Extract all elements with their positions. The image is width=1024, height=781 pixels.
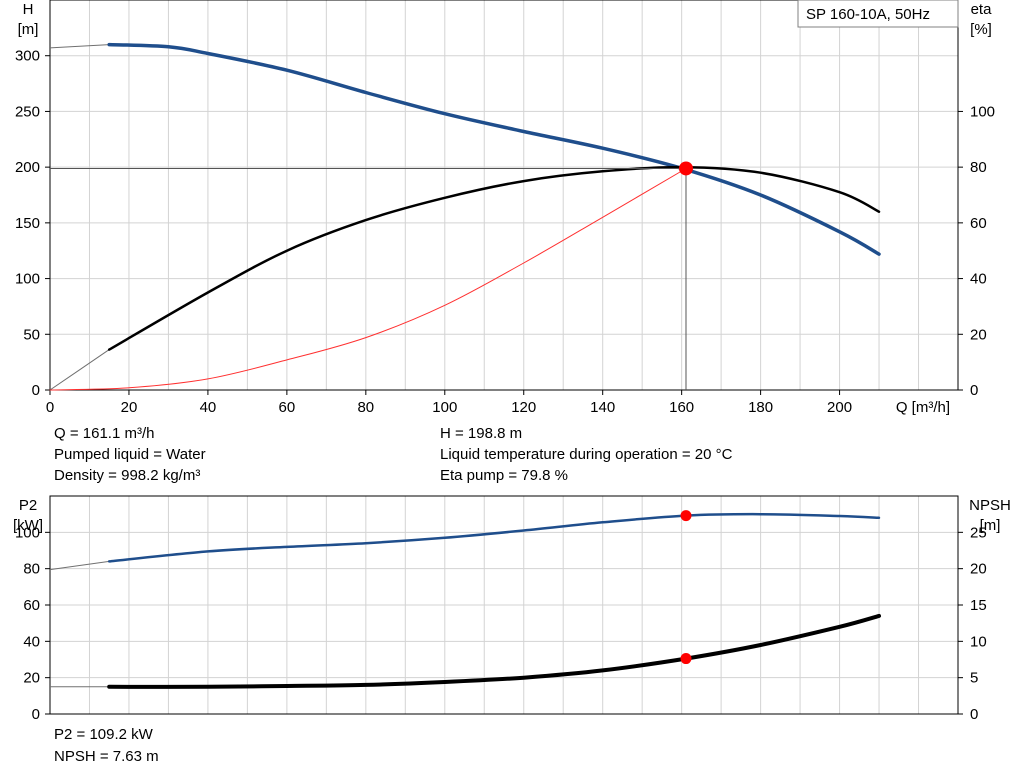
x-tick-label: 20	[121, 399, 138, 416]
y-tick-label-right: 20	[970, 561, 987, 578]
operating-info-block: Q = 161.1 m³/h Pumped liquid = Water Densi…	[54, 425, 733, 484]
info-line-bottom: P2 = 109.2 kW	[54, 726, 154, 743]
head-curve	[107, 42, 881, 256]
y-tick-label-left: 150	[15, 215, 40, 232]
y-tick-label-right: 20	[970, 326, 987, 343]
y-tick-label-left: 0	[32, 382, 40, 399]
x-tick-label: 60	[279, 399, 296, 416]
y-tick-label-left: 20	[23, 670, 40, 687]
info-line-right: H = 198.8 m	[440, 425, 522, 442]
head-efficiency-chart: 0 50 100 150 200 250 300 0 20 40 60 80 100 0 20 40 60 80 1…	[15, 0, 995, 416]
y-axis-unit-left: [m]	[18, 21, 39, 38]
power-curve-extension	[49, 560, 110, 571]
y-tick-label-left: 250	[15, 103, 40, 120]
y-tick-label-right: 40	[970, 271, 987, 288]
x-tick-label: 160	[669, 399, 694, 416]
y-axis-unit-right: [%]	[970, 21, 992, 38]
power-curve	[107, 512, 881, 563]
y-tick-label-left: 100	[15, 524, 40, 541]
efficiency-curve-extension	[49, 349, 110, 391]
head-curve-extension	[49, 44, 110, 49]
y-tick-label-left: 50	[23, 326, 40, 343]
y-tick-label-right: 10	[970, 633, 987, 650]
y-tick-label-right: 80	[970, 159, 987, 176]
legend-box-label: SP 160-10A, 50Hz	[806, 6, 930, 23]
y-tick-label-left: 200	[15, 159, 40, 176]
info-line-left: Density = 998.2 kg/m³	[54, 467, 200, 484]
y-axis-unit-right-2: [m]	[980, 517, 1001, 534]
y-tick-label-left: 80	[23, 561, 40, 578]
y-tick-label-right: 0	[970, 706, 978, 723]
x-tick-label: 80	[357, 399, 374, 416]
power-info-block: P2 = 109.2 kW NPSH = 7.63 m	[54, 726, 159, 765]
y-tick-label-right: 5	[970, 670, 978, 687]
y-tick-label-right: 15	[970, 597, 987, 614]
info-line-left: Pumped liquid = Water	[54, 446, 206, 463]
x-tick-label: 200	[827, 399, 852, 416]
y-tick-label-left: 300	[15, 48, 40, 65]
y-tick-label-right: 0	[970, 382, 978, 399]
system-curve	[49, 168, 687, 391]
operating-point-marker	[678, 161, 693, 176]
npsh-curve	[107, 613, 881, 689]
info-line-left: Q = 161.1 m³/h	[54, 425, 154, 442]
info-line-right: Liquid temperature during operation = 20…	[440, 446, 733, 463]
y-tick-label-left: 100	[15, 271, 40, 288]
y-axis-label-right-2: NPSH	[969, 497, 1011, 514]
y-tick-label-right: 100	[970, 103, 995, 120]
x-tick-label: 100	[432, 399, 457, 416]
power-operating-point	[680, 510, 692, 522]
x-tick-label: 140	[590, 399, 615, 416]
legend-box	[797, 0, 959, 28]
x-tick-label: 180	[748, 399, 773, 416]
power-npsh-chart: 0 20 40 60 80 100 0 5 10 15 20 25 P2 [kW] NPSH [m]	[13, 495, 1011, 723]
y-axis-label-left: H	[23, 1, 34, 18]
y-axis-label-left-2: P2	[19, 497, 37, 514]
y-axis-label-right: eta	[971, 1, 993, 18]
info-line-bottom: NPSH = 7.63 m	[54, 748, 159, 765]
x-tick-label: 40	[200, 399, 217, 416]
x-tick-label: 0	[46, 399, 54, 416]
y-tick-label-left: 40	[23, 633, 40, 650]
x-tick-label: 120	[511, 399, 536, 416]
y-tick-label-right: 60	[970, 215, 987, 232]
npsh-operating-point	[680, 653, 692, 665]
y-tick-label-left: 60	[23, 597, 40, 614]
y-tick-label-right: 25	[970, 524, 987, 541]
efficiency-curve	[107, 165, 881, 351]
info-line-right: Eta pump = 79.8 %	[440, 467, 568, 484]
plot-frame	[49, 0, 959, 391]
y-axis-unit-left-2: [kW]	[13, 517, 43, 534]
y-tick-label-left: 0	[32, 706, 40, 723]
x-axis-label: Q [m³/h]	[896, 399, 950, 416]
